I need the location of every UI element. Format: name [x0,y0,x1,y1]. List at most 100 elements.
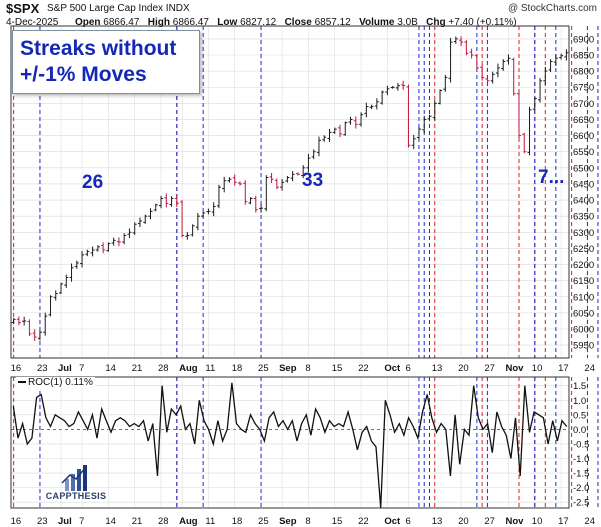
ohlc-bar [80,250,85,268]
x-tick-label-bottom: 24 [584,516,595,527]
ohlc-bar [427,114,432,121]
volume-value: 3.0B [397,17,418,28]
ohlc-bar [237,181,242,186]
ohlc-bar [311,149,316,160]
chg-value: +7.40 (+0.11%) [448,17,517,28]
price-tick-label: 5950 [573,341,594,352]
ohlc-bar [137,217,142,228]
x-tick-label-top: 24 [584,363,595,374]
x-tick-label-top: Nov [505,363,524,374]
ohlc-bar [106,242,111,252]
close-label: Close [284,17,312,28]
x-tick-label-bottom: 22 [358,516,369,527]
ohlc-bar [74,260,79,269]
ohlc-bar [11,318,16,324]
capp-thesis-logo: CAPPTHESIS [40,463,112,503]
ohlc-bar [432,100,437,121]
roc-tick-label: -0.5 [573,439,589,450]
ohlc-bar [401,80,406,90]
x-tick-label-top: 17 [558,363,569,374]
close-value: 6857.12 [314,17,351,28]
ohlc-bar [27,319,32,337]
price-bars [11,36,569,341]
high-value: 6866.47 [172,17,209,28]
price-tick-label: 6350 [573,212,594,223]
ohlc-bar [169,196,174,207]
ohlc-bar [332,127,337,134]
ohlc-bar [516,90,521,140]
ohlc-bar [232,174,237,186]
ohlc-bar [532,97,537,111]
x-tick-label-bottom: 25 [258,516,269,527]
low-value: 6827.12 [240,17,277,28]
x-tick-label-bottom: 18 [232,516,243,527]
ohlc-bar [469,48,474,59]
x-tick-label-bottom: 23 [37,516,48,527]
ohlc-bar [553,54,558,66]
stockcharts-credit: @ StockCharts.com [507,3,597,14]
x-tick-label-bottom: 8 [305,516,310,527]
x-tick-label-bottom: 11 [205,516,215,527]
price-tick-label: 6150 [573,276,594,287]
ohlc-bar [295,172,300,176]
price-tick-label: 6850 [573,51,594,62]
ohlc-bar [69,263,74,282]
ohlc-bar [343,121,348,136]
x-tick-label-bottom: 28 [158,516,169,527]
roc-tick-label: 1.5 [573,381,586,392]
x-tick-label-top: 22 [358,363,369,374]
price-panel-frame [10,25,570,359]
ohlc-bar [395,82,400,91]
roc-tick-label: -2.5 [573,498,589,509]
price-tick-label: 6200 [573,260,594,271]
ohlc-bar [264,175,269,212]
ohlc-bar [327,128,332,142]
logo-bars-icon [61,465,87,491]
x-tick-label-top: Sep [279,363,297,374]
x-tick-label-top: Oct [384,363,401,374]
ohlc-bar [53,290,58,301]
x-tick-label-top: 8 [305,363,310,374]
price-tick-label: 6500 [573,163,594,174]
ohlc-bar [522,132,527,154]
x-tick-label-top: 18 [232,363,243,374]
ohlc-bar [253,195,258,213]
roc-tick-label: -1.0 [573,454,589,465]
ohlc-bar [37,330,42,341]
ohlc-bar [122,233,127,245]
ohlc-bar [116,237,121,247]
x-tick-label-bottom: 20 [458,516,469,527]
ohlc-bar [16,316,21,326]
quote-date: 4-Dec-2025 [6,17,59,28]
ohlc-bar [227,177,232,183]
logo-text: CAPPTHESIS [45,491,107,501]
ohlc-bar [495,63,500,78]
index-name: S&P 500 Large Cap Index [47,3,164,14]
ohlc-bar [22,316,27,326]
x-tick-label-bottom: 27 [484,516,495,527]
ohlc-bar [380,90,385,105]
ohlc-bar [559,53,564,60]
roc-legend-text: ROC(1) 0.11% [28,377,93,388]
ohlc-bar [453,36,458,44]
x-tick-label-bottom: Nov [505,516,524,527]
x-tick-labels: 16 16 23 23 Jul Jul 7 7 14 14 21 21 28 28 Aug Aug 11 11 18… [11,363,595,527]
price-tick-label: 6400 [573,196,594,207]
price-y-ticks: 5950 6000 6050 6100 6150 6200 6250 6300 6350 6400… [573,34,594,351]
x-tick-label-bottom: 13 [432,516,443,527]
ohlc-bar [322,135,327,142]
x-tick-label-top: 20 [458,363,469,374]
ohlc-bar [185,232,190,240]
x-tick-label-top: 6 [405,363,410,374]
ohlc-bar [316,136,321,157]
x-tick-label-bottom: 15 [332,516,343,527]
streak-count-1: 26 [82,172,104,193]
ohlc-bar [32,329,37,341]
ohlc-bar [243,180,248,205]
ohlc-bar [148,208,153,220]
ohlc-bar [474,54,479,70]
chart-axes [10,25,570,509]
ohlc-bar [301,165,306,179]
ohlc-bar [190,224,195,237]
